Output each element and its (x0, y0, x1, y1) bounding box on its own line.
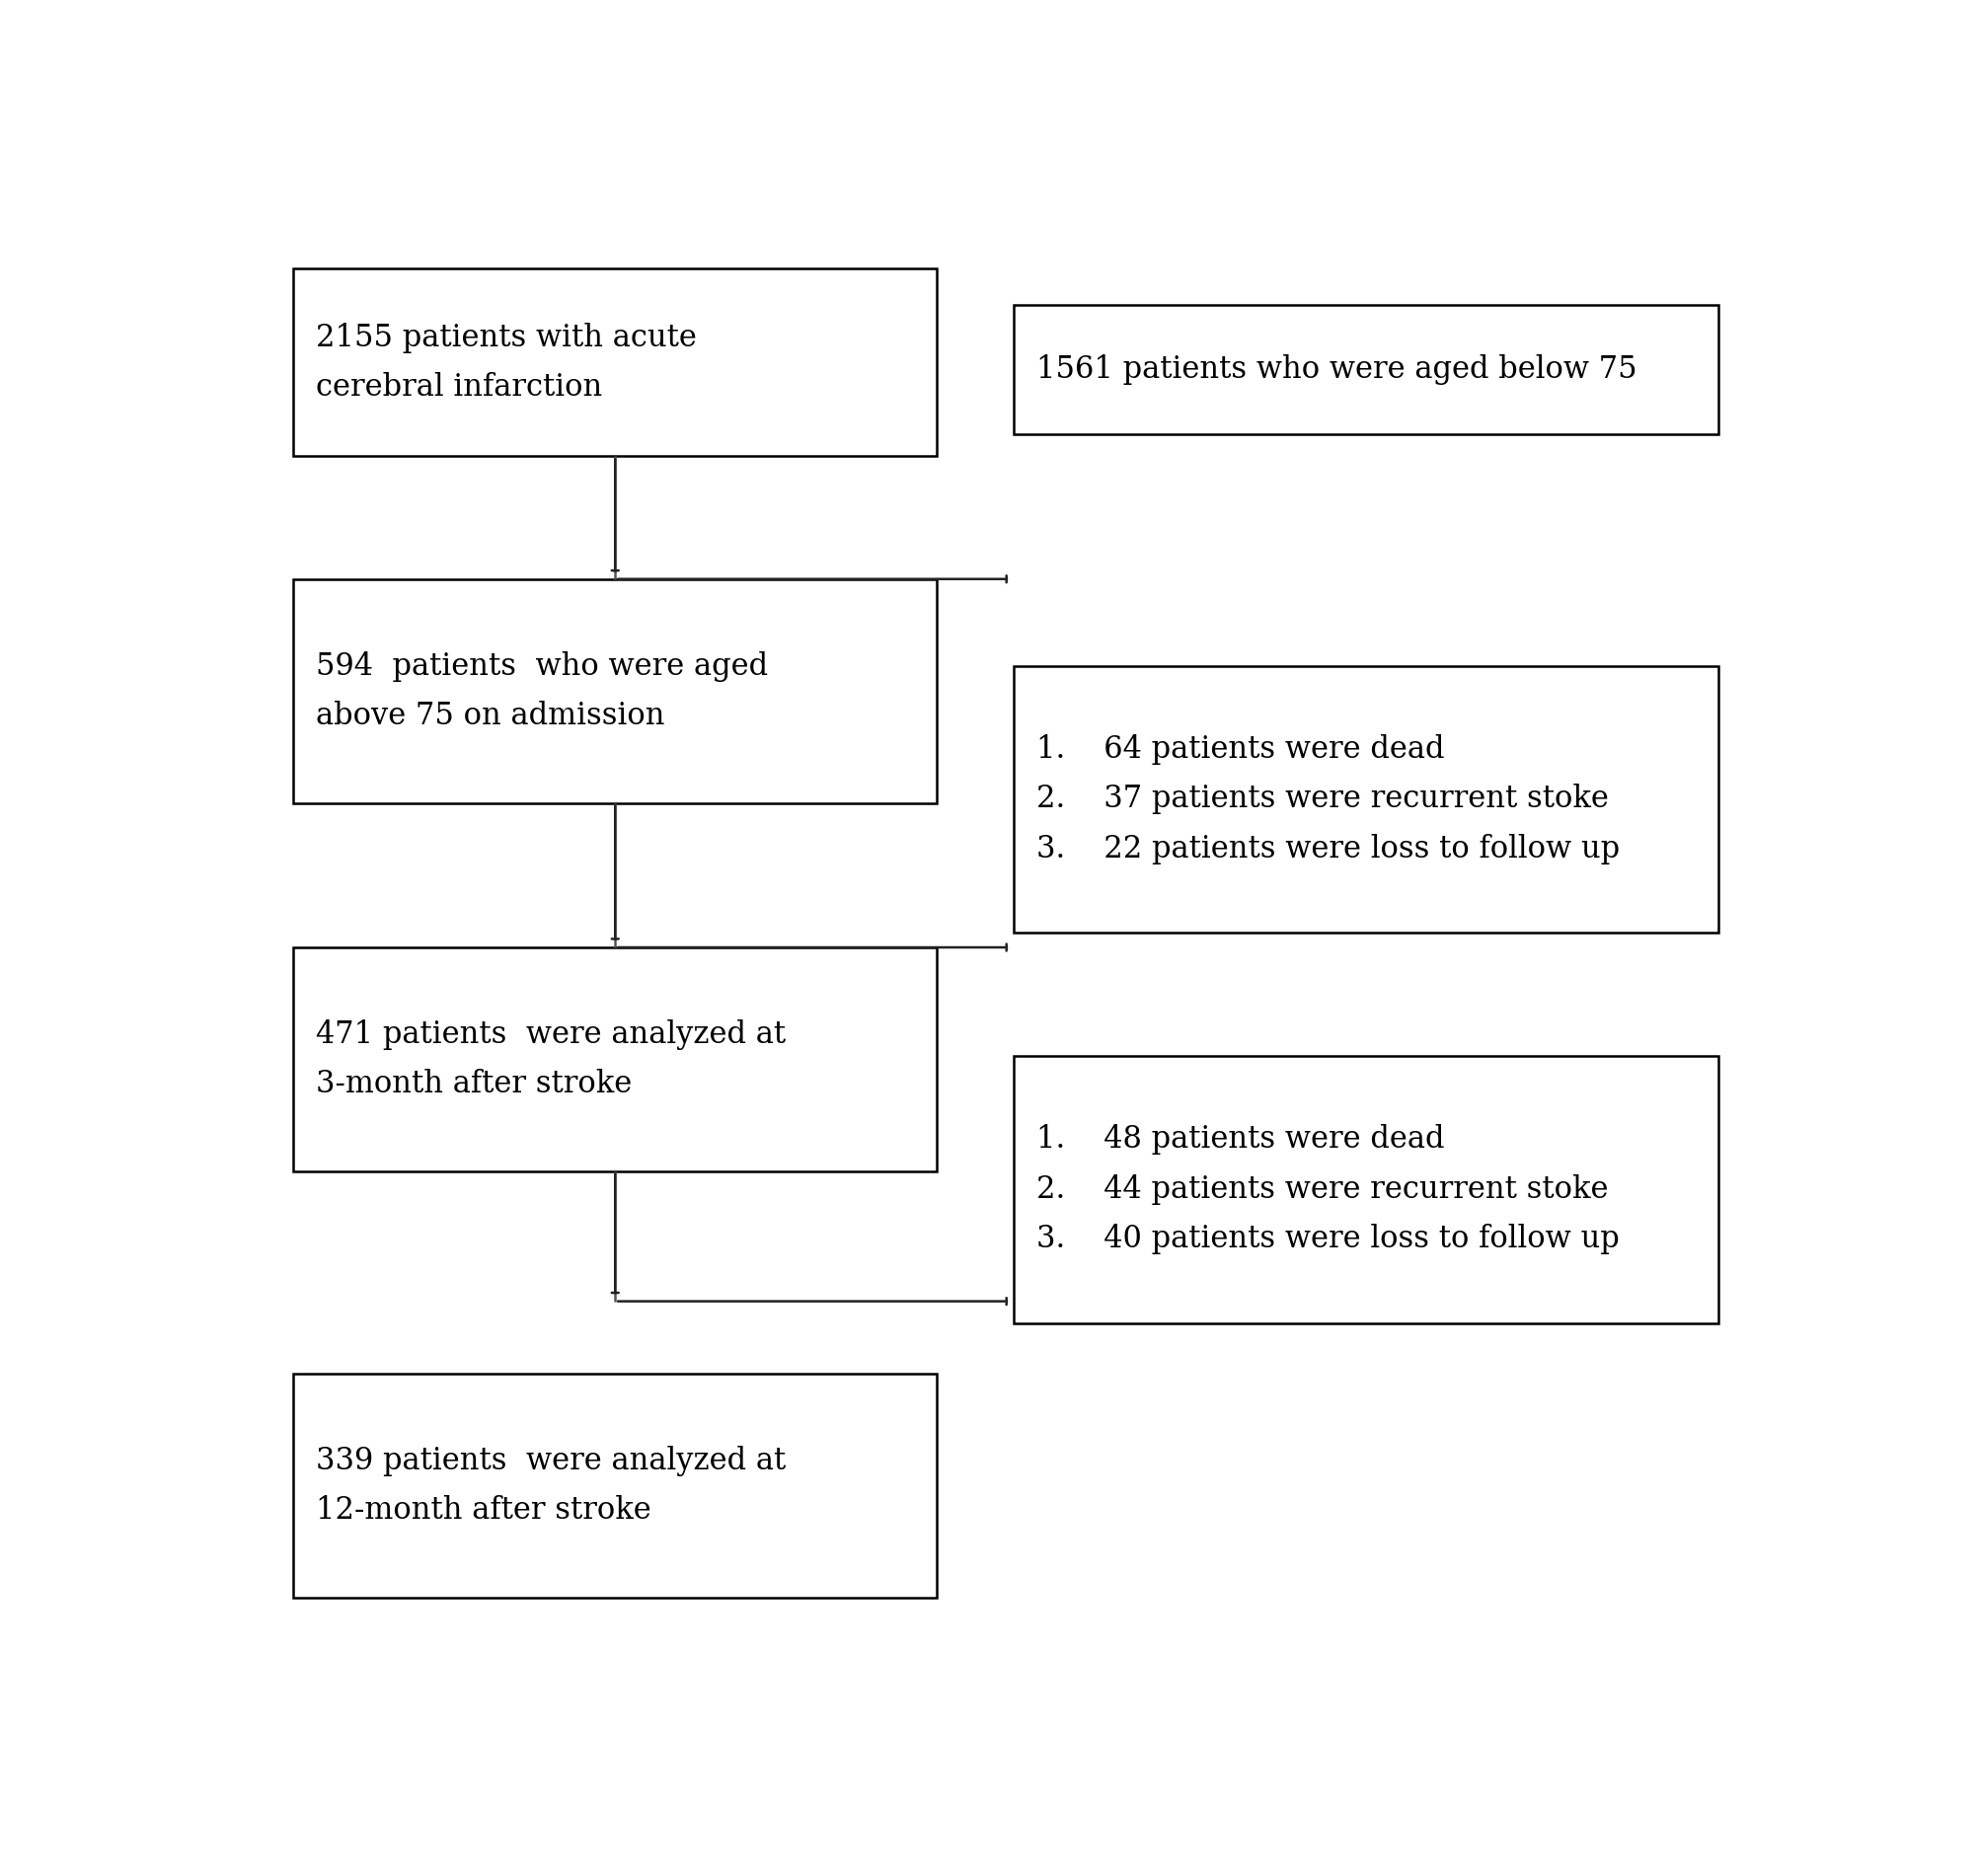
Bar (1015, 304, 1719, 435)
Text: 2155 patients with acute
cerebral infarction: 2155 patients with acute cerebral infarc… (316, 323, 696, 403)
Text: 339 patients  were analyzed at
12-month after stroke: 339 patients were analyzed at 12-month a… (316, 1445, 787, 1525)
Text: 1561 patients who were aged below 75: 1561 patients who were aged below 75 (1036, 355, 1638, 385)
Text: 594  patients  who were aged
above 75 on admission: 594 patients who were aged above 75 on a… (316, 651, 767, 732)
Bar (293, 1373, 938, 1598)
Bar (1015, 666, 1719, 932)
Text: 1.    48 patients were dead
2.    44 patients were recurrent stoke
3.    40 pati: 1. 48 patients were dead 2. 44 patients … (1036, 1124, 1620, 1255)
Text: 471 patients  were analyzed at
3-month after stroke: 471 patients were analyzed at 3-month af… (316, 1019, 785, 1099)
Bar (293, 580, 938, 803)
Bar (1015, 1056, 1719, 1323)
Text: 1.    64 patients were dead
2.    37 patients were recurrent stoke
3.    22 pati: 1. 64 patients were dead 2. 37 patients … (1036, 735, 1620, 865)
Bar (293, 268, 938, 456)
Bar (293, 947, 938, 1171)
